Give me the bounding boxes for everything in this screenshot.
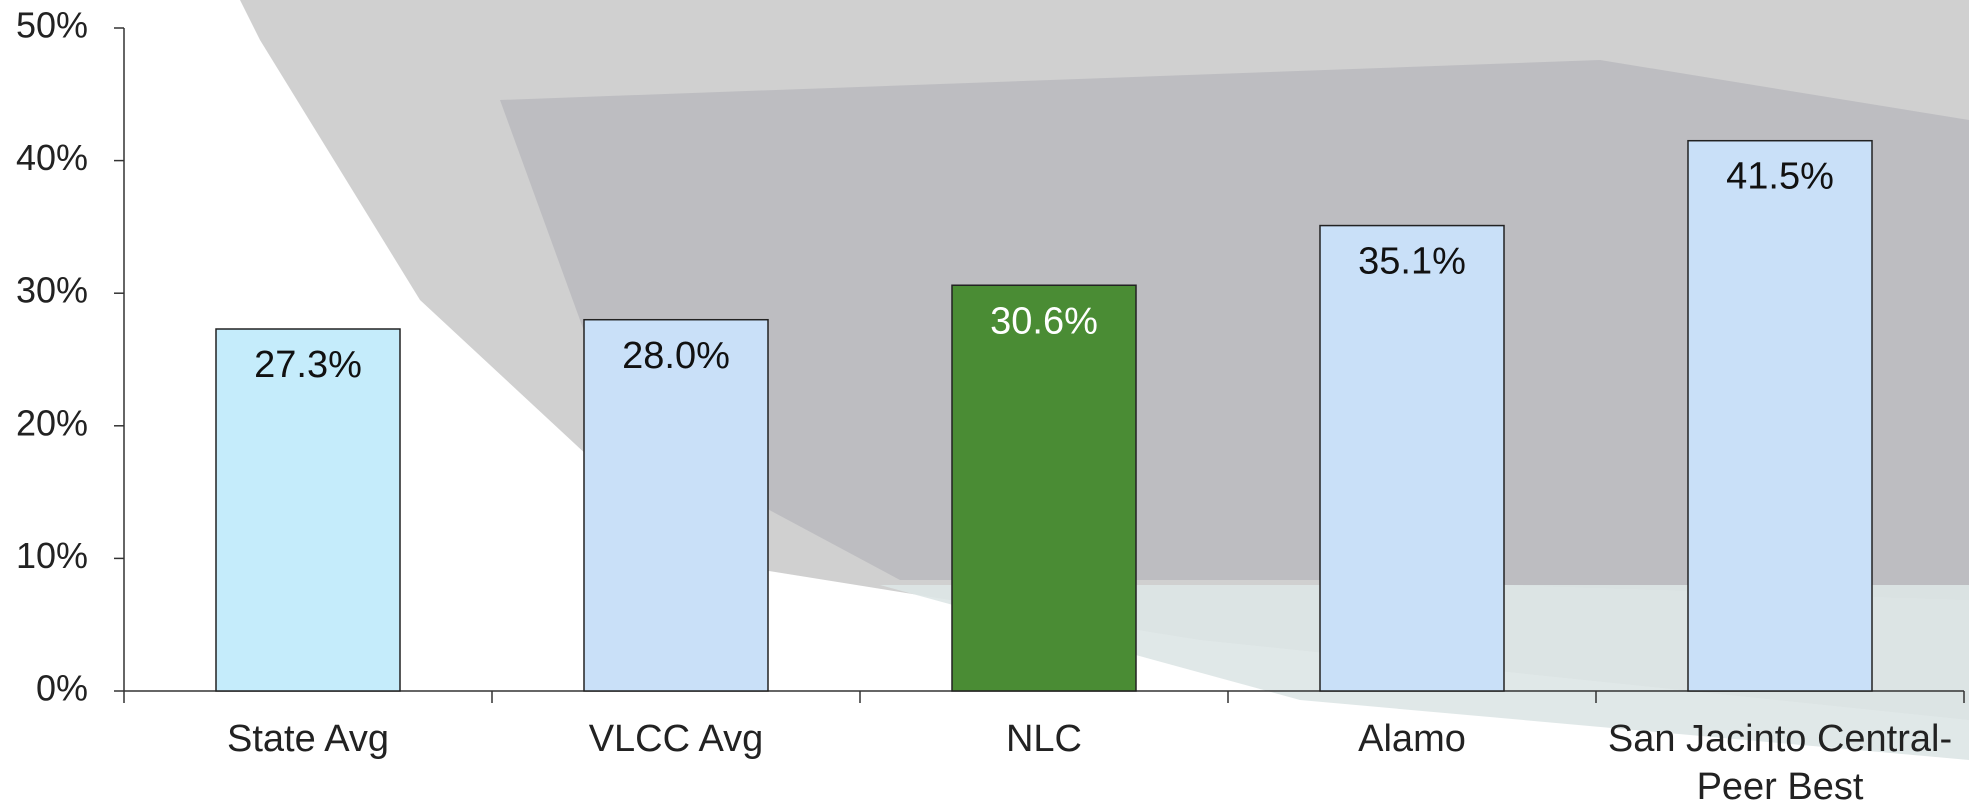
value-label: 41.5% [1726,156,1834,198]
chart: 0% 10% 20% 30% 40% 50% 27.3% 28.0% 30.6% 35.1% 41.… [0,0,1969,809]
value-label: 27.3% [254,344,362,386]
x-tick-label: NLC [860,715,1228,763]
x-tick-label: Alamo [1228,715,1596,763]
bar [952,285,1136,691]
bar [1320,226,1504,691]
y-tick-label: 0% [36,668,88,709]
x-tick-label: San Jacinto Central-Peer Best [1596,715,1964,809]
y-tick-label: 50% [16,5,88,46]
y-tick-label: 30% [16,270,88,311]
y-tick-label: 20% [16,402,88,443]
value-label: 28.0% [622,335,730,377]
chart-svg: 0% 10% 20% 30% 40% 50% 27.3% 28.0% 30.6% 35.1% 41.… [0,0,1969,809]
y-tick-label: 40% [16,137,88,178]
x-tick-label: VLCC Avg [492,715,860,763]
value-label: 35.1% [1358,241,1466,283]
bar [1688,141,1872,691]
x-tick-label: State Avg [124,715,492,763]
y-tick-label: 10% [16,535,88,576]
value-label: 30.6% [990,300,1098,342]
